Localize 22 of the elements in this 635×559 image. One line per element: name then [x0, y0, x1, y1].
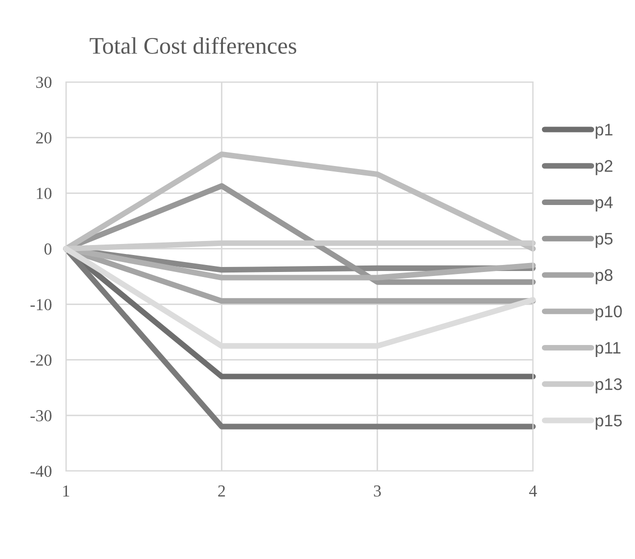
y-tick-label: -30 [30, 410, 52, 422]
legend-label: p13 [596, 378, 622, 394]
x-tick-label: 4 [529, 485, 537, 496]
x-tick-label: 2 [218, 485, 225, 496]
y-tick-label: 30 [36, 76, 52, 88]
legend-label: p2 [596, 160, 612, 176]
chart-title: Total Cost differences [90, 37, 296, 54]
y-tick-label: 20 [36, 132, 52, 144]
y-tick-label: 10 [36, 188, 52, 200]
legend-label: p4 [596, 196, 613, 212]
legend-label: p15 [596, 414, 622, 430]
y-tick-label: -10 [30, 298, 52, 310]
legend-label: p1 [596, 124, 612, 139]
y-tick-label: -20 [30, 354, 52, 366]
y-tick-label: 0 [44, 243, 52, 255]
legend-label: p8 [596, 269, 612, 284]
legend-label: p5 [596, 232, 613, 248]
legend-label: p10 [596, 306, 622, 321]
x-tick-label: 1 [63, 485, 70, 496]
x-tick-label: 3 [374, 485, 381, 497]
y-tick-label: -40 [30, 466, 52, 477]
legend-label: p11 [596, 342, 620, 358]
